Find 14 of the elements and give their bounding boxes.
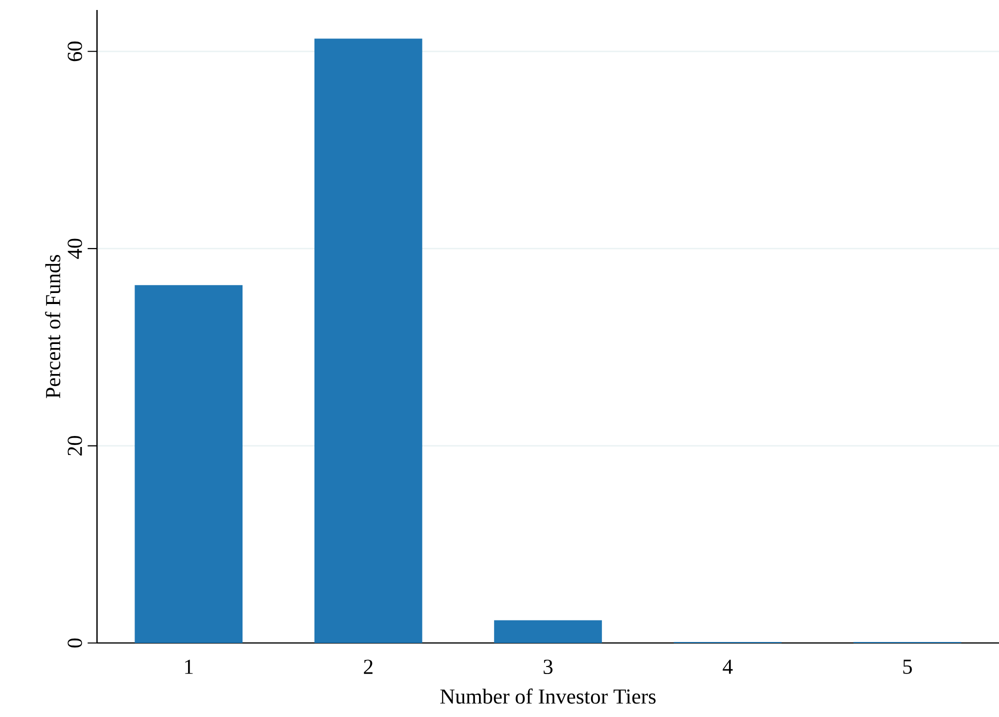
- x-axis-title: Number of Investor Tiers: [440, 688, 656, 704]
- x-tick-label: 4: [722, 660, 733, 674]
- bar: [134, 285, 243, 643]
- y-tick-label: 40: [68, 238, 82, 259]
- bar: [314, 38, 422, 643]
- x-tick-label: 1: [185, 660, 193, 674]
- y-tick-label: 60: [68, 42, 82, 62]
- y-tick-label: 20: [68, 436, 82, 456]
- x-tick-label: 2: [364, 660, 372, 674]
- x-tick-label: 3: [544, 660, 552, 674]
- x-tick-label: 5: [903, 660, 912, 674]
- bar: [494, 620, 602, 643]
- y-tick-label: 0: [68, 638, 82, 648]
- y-axis-title: Percent of Funds: [45, 254, 60, 398]
